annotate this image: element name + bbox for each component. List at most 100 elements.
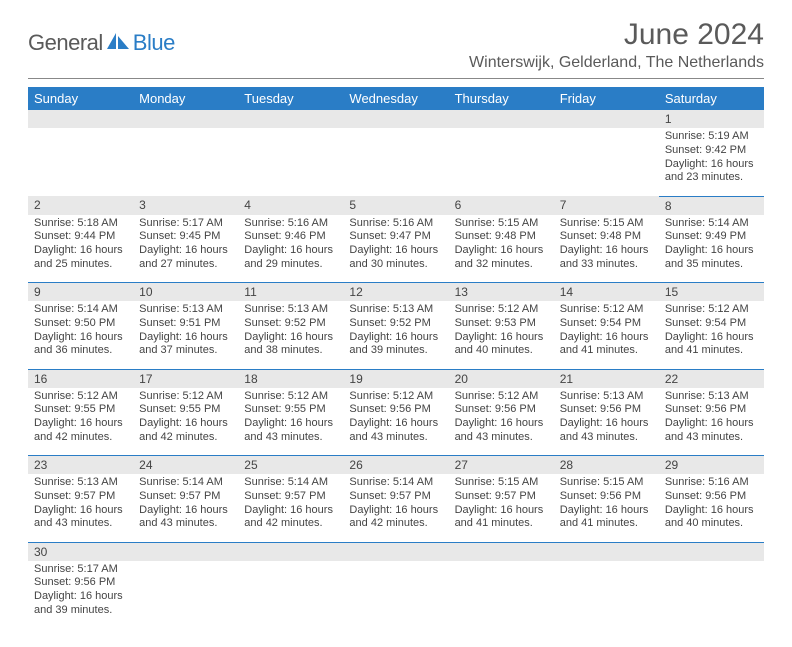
calendar-day-cell: Sunrise: 5:12 AMSunset: 9:54 PMDaylight:… xyxy=(554,301,659,369)
sunset-line: Sunset: 9:57 PM xyxy=(244,490,337,504)
day-number-cell xyxy=(133,542,238,561)
daylight-line-2: and 42 minutes. xyxy=(244,517,337,531)
daynum-row: 23242526272829 xyxy=(28,456,764,475)
calendar-week-row: Sunrise: 5:19 AMSunset: 9:42 PMDaylight:… xyxy=(28,128,764,196)
day-number-cell: 9 xyxy=(28,283,133,302)
day-number-cell: 3 xyxy=(133,196,238,215)
daylight-line-2: and 39 minutes. xyxy=(349,344,442,358)
day-number-cell: 10 xyxy=(133,283,238,302)
sunset-line: Sunset: 9:56 PM xyxy=(455,403,548,417)
day-number-cell xyxy=(238,542,343,561)
daylight-line-1: Daylight: 16 hours xyxy=(455,244,548,258)
daylight-line-2: and 42 minutes. xyxy=(139,431,232,445)
day-number-cell: 13 xyxy=(449,283,554,302)
day-number-cell: 6 xyxy=(449,196,554,215)
daylight-line-2: and 37 minutes. xyxy=(139,344,232,358)
sunset-line: Sunset: 9:45 PM xyxy=(139,230,232,244)
sunrise-line: Sunrise: 5:12 AM xyxy=(455,303,548,317)
day-number-cell: 16 xyxy=(28,369,133,388)
day-details: Sunrise: 5:15 AMSunset: 9:48 PMDaylight:… xyxy=(449,215,554,276)
sunrise-line: Sunrise: 5:14 AM xyxy=(665,217,758,231)
calendar-day-cell: Sunrise: 5:12 AMSunset: 9:53 PMDaylight:… xyxy=(449,301,554,369)
day-number-cell xyxy=(554,110,659,128)
daylight-line-1: Daylight: 16 hours xyxy=(455,504,548,518)
brand-part1: General xyxy=(28,30,103,56)
daynum-row: 30 xyxy=(28,542,764,561)
calendar-day-cell xyxy=(449,561,554,629)
sunrise-line: Sunrise: 5:13 AM xyxy=(665,390,758,404)
sunrise-line: Sunrise: 5:15 AM xyxy=(560,217,653,231)
sunrise-line: Sunrise: 5:13 AM xyxy=(349,303,442,317)
calendar-week-row: Sunrise: 5:14 AMSunset: 9:50 PMDaylight:… xyxy=(28,301,764,369)
day-details: Sunrise: 5:19 AMSunset: 9:42 PMDaylight:… xyxy=(659,128,764,189)
weekday-header: Saturday xyxy=(659,87,764,110)
daylight-line-2: and 25 minutes. xyxy=(34,258,127,272)
daylight-line-1: Daylight: 16 hours xyxy=(560,417,653,431)
daynum-row: 9101112131415 xyxy=(28,283,764,302)
day-number-cell xyxy=(238,110,343,128)
day-details: Sunrise: 5:15 AMSunset: 9:56 PMDaylight:… xyxy=(554,474,659,535)
sunrise-line: Sunrise: 5:16 AM xyxy=(244,217,337,231)
sunrise-line: Sunrise: 5:14 AM xyxy=(139,476,232,490)
day-details: Sunrise: 5:12 AMSunset: 9:54 PMDaylight:… xyxy=(554,301,659,362)
daylight-line-2: and 40 minutes. xyxy=(665,517,758,531)
calendar-day-cell: Sunrise: 5:13 AMSunset: 9:52 PMDaylight:… xyxy=(238,301,343,369)
daylight-line-1: Daylight: 16 hours xyxy=(34,417,127,431)
daylight-line-1: Daylight: 16 hours xyxy=(349,331,442,345)
daylight-line-2: and 36 minutes. xyxy=(34,344,127,358)
calendar-day-cell xyxy=(449,128,554,196)
day-number-cell: 8 xyxy=(659,196,764,215)
daylight-line-1: Daylight: 16 hours xyxy=(244,504,337,518)
day-number-cell: 15 xyxy=(659,283,764,302)
daylight-line-1: Daylight: 16 hours xyxy=(560,504,653,518)
brand-logo: General Blue xyxy=(28,18,175,56)
day-number-cell xyxy=(449,542,554,561)
calendar-day-cell xyxy=(133,561,238,629)
day-number-cell: 19 xyxy=(343,369,448,388)
sunrise-line: Sunrise: 5:17 AM xyxy=(34,563,127,577)
brand-sail-icon xyxy=(105,31,131,56)
daylight-line-2: and 41 minutes. xyxy=(665,344,758,358)
calendar-day-cell: Sunrise: 5:13 AMSunset: 9:56 PMDaylight:… xyxy=(554,388,659,456)
sunset-line: Sunset: 9:56 PM xyxy=(665,403,758,417)
sunset-line: Sunset: 9:48 PM xyxy=(560,230,653,244)
day-details: Sunrise: 5:15 AMSunset: 9:48 PMDaylight:… xyxy=(554,215,659,276)
sunset-line: Sunset: 9:48 PM xyxy=(455,230,548,244)
calendar-day-cell: Sunrise: 5:16 AMSunset: 9:46 PMDaylight:… xyxy=(238,215,343,283)
daylight-line-1: Daylight: 16 hours xyxy=(139,244,232,258)
calendar-week-row: Sunrise: 5:18 AMSunset: 9:44 PMDaylight:… xyxy=(28,215,764,283)
day-number-cell: 21 xyxy=(554,369,659,388)
day-number-cell: 23 xyxy=(28,456,133,475)
day-number-cell: 7 xyxy=(554,196,659,215)
sunrise-line: Sunrise: 5:12 AM xyxy=(349,390,442,404)
daylight-line-2: and 41 minutes. xyxy=(560,344,653,358)
daylight-line-2: and 43 minutes. xyxy=(244,431,337,445)
day-details: Sunrise: 5:14 AMSunset: 9:57 PMDaylight:… xyxy=(133,474,238,535)
day-number-cell xyxy=(343,110,448,128)
sunrise-line: Sunrise: 5:13 AM xyxy=(139,303,232,317)
day-number-cell xyxy=(554,542,659,561)
sunset-line: Sunset: 9:44 PM xyxy=(34,230,127,244)
daylight-line-1: Daylight: 16 hours xyxy=(560,244,653,258)
calendar-head: SundayMondayTuesdayWednesdayThursdayFrid… xyxy=(28,87,764,110)
calendar-body: 1Sunrise: 5:19 AMSunset: 9:42 PMDaylight… xyxy=(28,110,764,629)
day-number-cell: 18 xyxy=(238,369,343,388)
weekday-header: Monday xyxy=(133,87,238,110)
day-details: Sunrise: 5:16 AMSunset: 9:47 PMDaylight:… xyxy=(343,215,448,276)
sunrise-line: Sunrise: 5:14 AM xyxy=(34,303,127,317)
daylight-line-1: Daylight: 16 hours xyxy=(665,417,758,431)
day-details: Sunrise: 5:13 AMSunset: 9:56 PMDaylight:… xyxy=(659,388,764,449)
calendar-day-cell: Sunrise: 5:16 AMSunset: 9:47 PMDaylight:… xyxy=(343,215,448,283)
daylight-line-1: Daylight: 16 hours xyxy=(665,244,758,258)
sunset-line: Sunset: 9:49 PM xyxy=(665,230,758,244)
sunset-line: Sunset: 9:42 PM xyxy=(665,144,758,158)
day-number-cell: 20 xyxy=(449,369,554,388)
calendar-day-cell xyxy=(554,561,659,629)
weekday-header: Sunday xyxy=(28,87,133,110)
daylight-line-2: and 42 minutes. xyxy=(349,517,442,531)
sunrise-line: Sunrise: 5:14 AM xyxy=(349,476,442,490)
day-details: Sunrise: 5:17 AMSunset: 9:45 PMDaylight:… xyxy=(133,215,238,276)
day-number-cell: 30 xyxy=(28,542,133,561)
sunrise-line: Sunrise: 5:15 AM xyxy=(560,476,653,490)
day-details: Sunrise: 5:13 AMSunset: 9:51 PMDaylight:… xyxy=(133,301,238,362)
